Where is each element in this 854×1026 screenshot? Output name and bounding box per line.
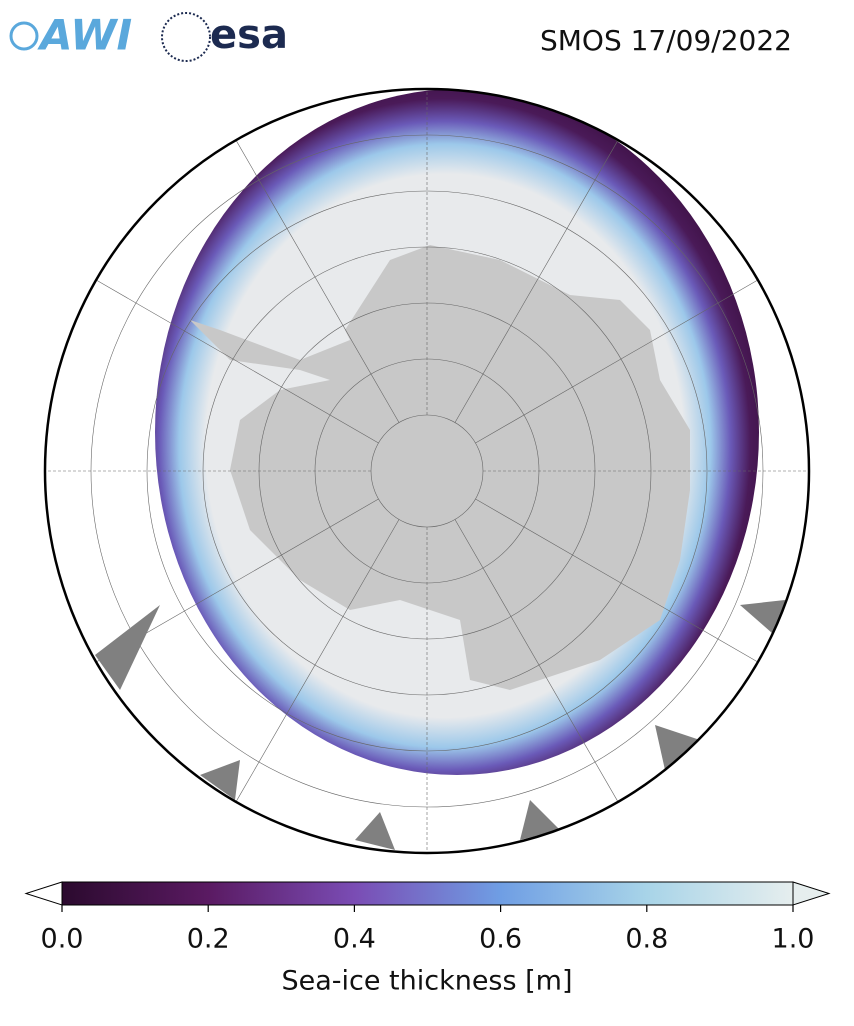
colorbar-tick-label: 0.6 <box>479 924 522 955</box>
colorbar <box>24 881 831 906</box>
map <box>45 89 809 853</box>
logo-text: AWI <box>37 11 132 60</box>
meridian <box>235 140 400 423</box>
logo-esa: esa <box>161 12 288 62</box>
map-title: SMOS 17/09/2022 <box>540 24 792 57</box>
meridian <box>475 498 758 663</box>
meridian <box>96 279 379 444</box>
colorbar-tick-label: 1.0 <box>772 924 815 955</box>
antarctica <box>190 245 690 690</box>
logo-awi: AWI <box>9 11 132 60</box>
graticule <box>45 89 809 853</box>
meridian <box>475 279 758 444</box>
meridian <box>454 519 619 802</box>
colorbar-tick-label: 0.4 <box>333 924 376 955</box>
colorbar-label: Sea-ice thickness [m] <box>281 966 572 997</box>
map-border <box>43 87 811 855</box>
parallel <box>146 190 708 752</box>
meridian <box>454 140 619 423</box>
logo-text: esa <box>210 12 288 58</box>
colorbar-tick-label: 0.0 <box>41 924 84 955</box>
colorbar-tick-label: 0.2 <box>187 924 230 955</box>
meridian <box>235 519 400 802</box>
colorbar-tick-label: 0.8 <box>625 924 668 955</box>
